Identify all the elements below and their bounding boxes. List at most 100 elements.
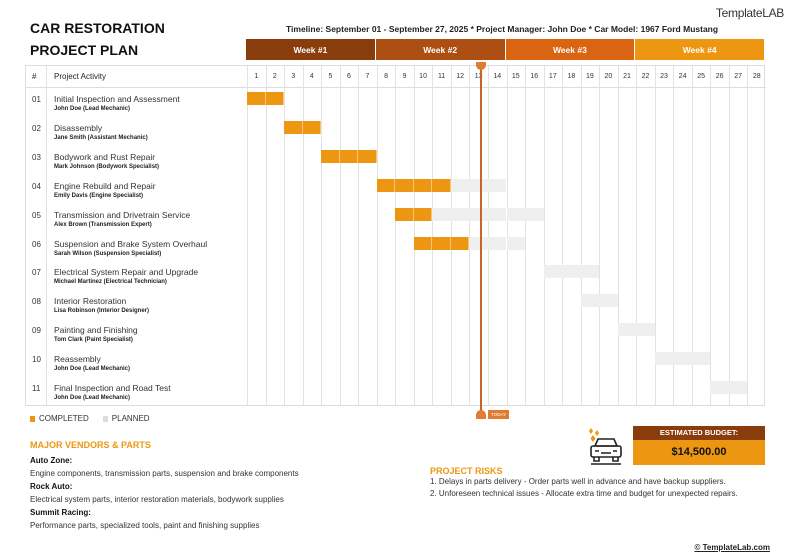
activity-row: 02 Disassembly Jane Smith (Assistant Mecha… [26, 118, 766, 147]
planned-swatch-icon [102, 415, 108, 422]
activity-row: 01 Initial Inspection and Assessment John … [26, 89, 766, 118]
today-marker-bottom-icon [476, 410, 486, 419]
day-gridline [543, 66, 545, 405]
planned-bar [506, 207, 526, 221]
day-gridline [728, 66, 730, 405]
day-gridline [358, 66, 360, 405]
templatelab-logo: TemplateLAB [715, 6, 784, 20]
day-gridline [654, 66, 656, 405]
activity-row: 10 Reassembly John Doe (Lead Mechanic) [26, 349, 766, 378]
planned-bar [691, 352, 711, 366]
completed-bar [302, 120, 322, 134]
vendor-text: Engine components, transmission parts, s… [30, 469, 299, 478]
day-label: 9 [402, 73, 407, 80]
day-gridline [617, 66, 619, 405]
day-label: 27 [734, 73, 743, 80]
activity-row: 11 Final Inspection and Road Test John Doe… [26, 378, 766, 407]
activity-row: 05 Transmission and Drivetrain Service Ale… [26, 205, 766, 234]
day-gridline [469, 66, 471, 405]
completed-bar [284, 120, 303, 134]
day-label: 12 [456, 73, 465, 80]
day-gridline [691, 66, 693, 405]
planned-bar [450, 207, 470, 221]
vendor-text: Performance parts, specialized tools, pa… [30, 521, 260, 530]
day-label: 3 [291, 73, 296, 80]
day-gridline [487, 66, 489, 405]
activity-title: Electrical System Repair and Upgrade [54, 267, 199, 278]
activity-number: 09 [32, 326, 41, 336]
activity-assignee: John Doe (Lead Mechanic) [54, 395, 131, 401]
column-divider [46, 66, 47, 405]
activity-assignee: Alex Brown (Transmission Expert) [54, 221, 152, 228]
activity-title: Reassembly [54, 354, 101, 365]
day-gridline [580, 66, 582, 405]
footer-link[interactable]: © TemplateLab.com [694, 543, 770, 552]
day-label: 24 [678, 73, 687, 80]
planned-bar [469, 236, 488, 250]
car-wash-icon [589, 428, 622, 465]
legend: COMPLETED PLANNED [30, 414, 150, 423]
legend-planned: PLANNED [102, 414, 150, 423]
day-label: 22 [641, 73, 650, 80]
page-title-line2: PROJECT PLAN [30, 42, 139, 58]
activity-assignee: Sarah Wilson (Suspension Specialist) [54, 250, 162, 257]
day-gridline [265, 66, 267, 405]
day-label: 23 [660, 73, 668, 80]
day-label: 7 [365, 73, 370, 80]
day-label: 26 [715, 73, 724, 80]
planned-bar [580, 265, 600, 279]
planned-bar [710, 381, 729, 394]
completed-bar [413, 207, 433, 221]
day-label: 19 [586, 73, 594, 80]
day-label: 13 [474, 73, 483, 80]
activity-assignee: Tom Clark (Paint Specialist) [54, 337, 133, 344]
activity-assignee: John Doe (Lead Mechanic) [54, 106, 131, 112]
completed-bar [432, 178, 451, 192]
header-activity: Project Activity [54, 66, 107, 88]
week-header-4: Week #4 [635, 39, 764, 60]
day-gridline [395, 66, 397, 405]
day-label: 4 [309, 73, 314, 80]
day-label: 8 [384, 73, 388, 80]
planned-bar [432, 207, 451, 221]
day-gridline [747, 66, 749, 405]
planned-bar [673, 352, 692, 366]
planned-bar [728, 381, 748, 394]
activity-number: 11 [32, 384, 41, 393]
today-marker-top-icon [476, 62, 486, 70]
activity-row: 07 Electrical System Repair and Upgrade Mi… [26, 262, 766, 291]
activity-number: 10 [32, 355, 41, 365]
day-gridline [506, 66, 508, 405]
completed-bar [413, 178, 433, 192]
activity-title: Initial Inspection and Assessment [54, 94, 180, 104]
completed-bar [339, 149, 359, 163]
today-label: TODAY [488, 410, 510, 419]
legend-completed: COMPLETED [30, 414, 89, 423]
day-gridline [599, 66, 601, 405]
activity-number: 08 [32, 297, 41, 307]
activity-title: Disassembly [54, 122, 103, 133]
completed-bar [321, 149, 340, 163]
activity-title: Bodywork and Rust Repair [54, 151, 156, 162]
activity-number: 01 [32, 95, 41, 104]
planned-bar [487, 178, 507, 192]
activity-assignee: Mark Johnson (Bodywork Specialist) [54, 163, 160, 170]
day-gridline [339, 66, 341, 405]
completed-bar [358, 149, 377, 163]
risks-heading: PROJECT RISKS [430, 466, 503, 476]
risk-item: 2. Unforeseen technical issues - Allocat… [430, 489, 738, 498]
planned-bar [469, 207, 488, 221]
activity-assignee: Jane Smith (Assistant Mechanic) [54, 134, 148, 141]
planned-bar [525, 207, 544, 221]
completed-bar [432, 236, 451, 250]
planned-bar [599, 294, 618, 308]
vendors-heading: MAJOR VENDORS & PARTS [30, 440, 151, 450]
day-gridline [321, 66, 323, 405]
day-label: 2 [272, 73, 277, 80]
day-gridline [432, 66, 434, 405]
planned-bar [543, 265, 563, 279]
day-label: 28 [752, 73, 761, 80]
day-label: 5 [328, 73, 333, 80]
day-label: 21 [623, 73, 631, 80]
completed-bar [450, 236, 470, 250]
